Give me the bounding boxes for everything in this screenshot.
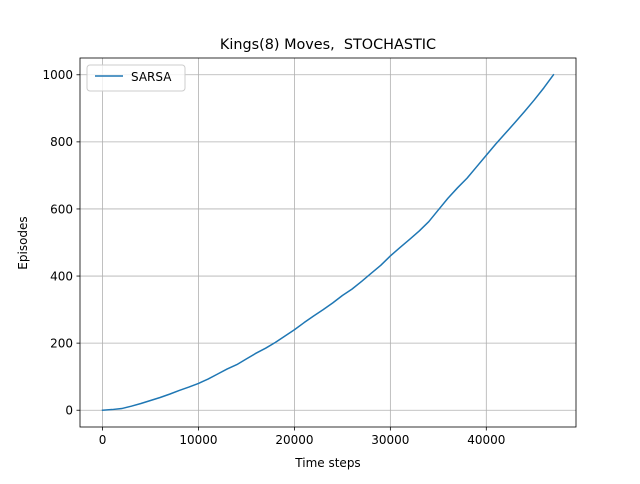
chart-title: Kings(8) Moves, STOCHASTIC <box>220 37 436 53</box>
legend-box <box>86 64 186 92</box>
y-tick-label: 400 <box>50 269 73 283</box>
x-tick-label: 10000 <box>179 433 217 447</box>
x-axis-label: Time steps <box>294 456 360 470</box>
series-line-sarsa <box>101 73 555 412</box>
x-tick-label: 20000 <box>275 433 313 447</box>
x-axis: 0 10000 20000 30000 40000 <box>99 427 505 447</box>
x-tick-label: 30000 <box>371 433 409 447</box>
y-tick-label: 600 <box>50 202 73 216</box>
y-axis-label: Episodes <box>16 216 30 269</box>
y-axis: 0 200 400 600 800 1000 <box>42 68 80 418</box>
x-tick-label: 40000 <box>467 433 505 447</box>
x-tick-label: 0 <box>99 433 107 447</box>
plot-area <box>79 57 577 428</box>
y-tick-label: 0 <box>65 404 73 418</box>
plot-frame <box>79 57 577 428</box>
gridlines <box>80 58 576 427</box>
plot-background <box>80 58 576 427</box>
y-tick-label: 800 <box>50 135 73 149</box>
y-tick-label: 1000 <box>42 68 73 82</box>
legend: SARSA <box>86 64 186 92</box>
legend-label-sarsa: SARSA <box>131 70 172 84</box>
y-tick-label: 200 <box>50 336 73 350</box>
series-layer <box>101 73 555 412</box>
